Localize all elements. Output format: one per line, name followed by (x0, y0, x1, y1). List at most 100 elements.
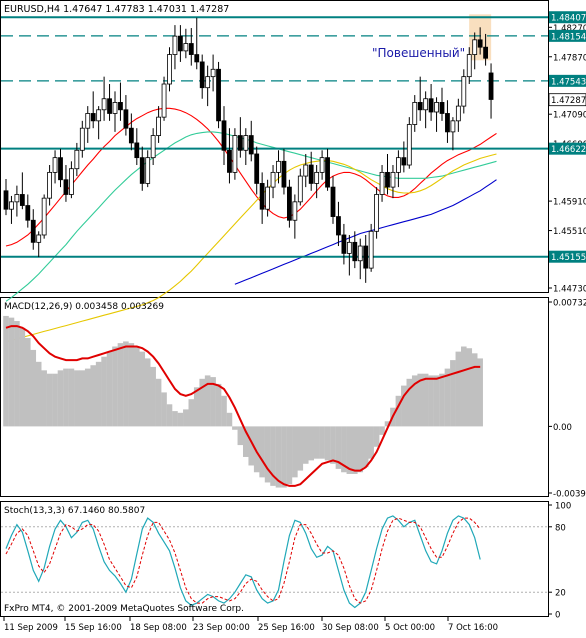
level-label: 1.47543 (549, 74, 586, 87)
macd-histogram-bar (57, 370, 64, 427)
macd-histogram-bar (243, 426, 249, 457)
candle-body (434, 102, 439, 113)
price-axis-label: 1.45510 (553, 227, 586, 237)
macd-histogram-bar (30, 349, 37, 427)
macd-histogram-bar (302, 426, 309, 464)
macd-histogram-bar (362, 426, 369, 468)
candle-body (483, 46, 489, 59)
price-pane[interactable] (0, 0, 549, 293)
candle-body (107, 98, 112, 114)
candle-body (379, 171, 385, 195)
time-axis-label: 25 Sep 16:00 (258, 623, 315, 633)
macd-axis-label: -0.00392 (553, 490, 586, 500)
candle-body (41, 197, 47, 236)
candle (488, 63, 494, 119)
macd-layer (3, 315, 483, 488)
candle-body (325, 157, 330, 188)
macd-histogram-bar (193, 387, 200, 427)
macd-histogram-bar (128, 343, 135, 427)
candle (368, 223, 374, 272)
candle (232, 128, 238, 180)
macd-histogram-bar (264, 426, 271, 483)
candle-body (308, 164, 314, 184)
macd-histogram-bar (90, 365, 96, 427)
candle-body (265, 186, 271, 210)
macd-pane[interactable] (0, 297, 549, 497)
macd-histogram-bar (188, 399, 195, 427)
candle (194, 17, 200, 70)
candle-body (385, 171, 390, 188)
macd-histogram-bar (237, 426, 244, 446)
macd-histogram-bar (319, 426, 325, 459)
candle (14, 185, 20, 217)
candle-body (118, 102, 123, 111)
macd-histogram-bar (330, 426, 336, 464)
macd-histogram-bar (112, 346, 118, 427)
level-label: 1.48407 (549, 11, 586, 24)
macd-histogram-bar (95, 361, 102, 427)
candle-body (47, 171, 52, 199)
candle-body (58, 157, 63, 181)
time-axis-label: 7 Oct 16:00 (448, 623, 498, 633)
candle (74, 142, 80, 177)
time-axis-label: 5 Oct 00:00 (385, 623, 435, 633)
level-label-box (549, 74, 586, 87)
candle (385, 153, 390, 195)
macd-histogram-bar (368, 426, 374, 459)
macd-histogram-bar (35, 361, 42, 427)
macd-histogram-bar (259, 426, 265, 478)
price-axis-label: 1.48270 (553, 24, 586, 34)
candle (281, 148, 287, 195)
macd-histogram-bar (461, 346, 467, 427)
candle-body (63, 179, 69, 195)
candle (63, 165, 69, 202)
macd-histogram-bar (346, 426, 353, 474)
candle (450, 117, 456, 151)
macd-histogram-bar (422, 373, 429, 427)
candle-body (216, 68, 221, 122)
candle (472, 32, 478, 70)
macd-histogram-bar (161, 392, 167, 427)
macd-axis-label: 0.00 (553, 423, 572, 433)
macd-histogram-bar (183, 409, 189, 427)
candle (336, 201, 341, 247)
candle (30, 209, 36, 250)
candle-body (150, 135, 156, 159)
candle (150, 128, 156, 166)
candle-body (461, 76, 467, 107)
macd-axis-label: 0.00732 (553, 299, 586, 309)
stoch-axis-label: 20 (555, 589, 566, 599)
level-label: 1.47287 (548, 93, 586, 106)
candle-body (455, 105, 461, 122)
level-label-text: 1.46622 (551, 145, 586, 155)
candle (341, 223, 347, 265)
candle (139, 146, 145, 191)
candle (112, 91, 118, 132)
stoch-pane[interactable] (0, 501, 549, 617)
candle-body (472, 39, 478, 55)
candle-body (221, 120, 227, 151)
level-label: 1.45155 (549, 250, 586, 263)
candle (210, 54, 216, 92)
candle-body (401, 157, 407, 166)
macd-histogram-bar (439, 373, 445, 427)
candle (314, 165, 320, 199)
copyright-text: FxPro MT4, © 2001-2009 MetaQuotes Softwa… (4, 604, 244, 614)
moving-average-2 (5, 153, 497, 343)
candle (167, 47, 172, 92)
candle (36, 231, 42, 258)
candle-body (319, 157, 325, 173)
candle (379, 165, 385, 202)
macd-histogram-bar (477, 358, 483, 427)
candle-body (292, 201, 298, 221)
macd-histogram-bar (313, 426, 320, 459)
candle-body (25, 205, 31, 221)
candle (183, 28, 189, 59)
candle (477, 27, 483, 55)
macd-histogram-bar (144, 358, 151, 427)
candle-body (248, 135, 254, 155)
candle (259, 172, 265, 224)
macd-histogram-bar (74, 370, 80, 427)
